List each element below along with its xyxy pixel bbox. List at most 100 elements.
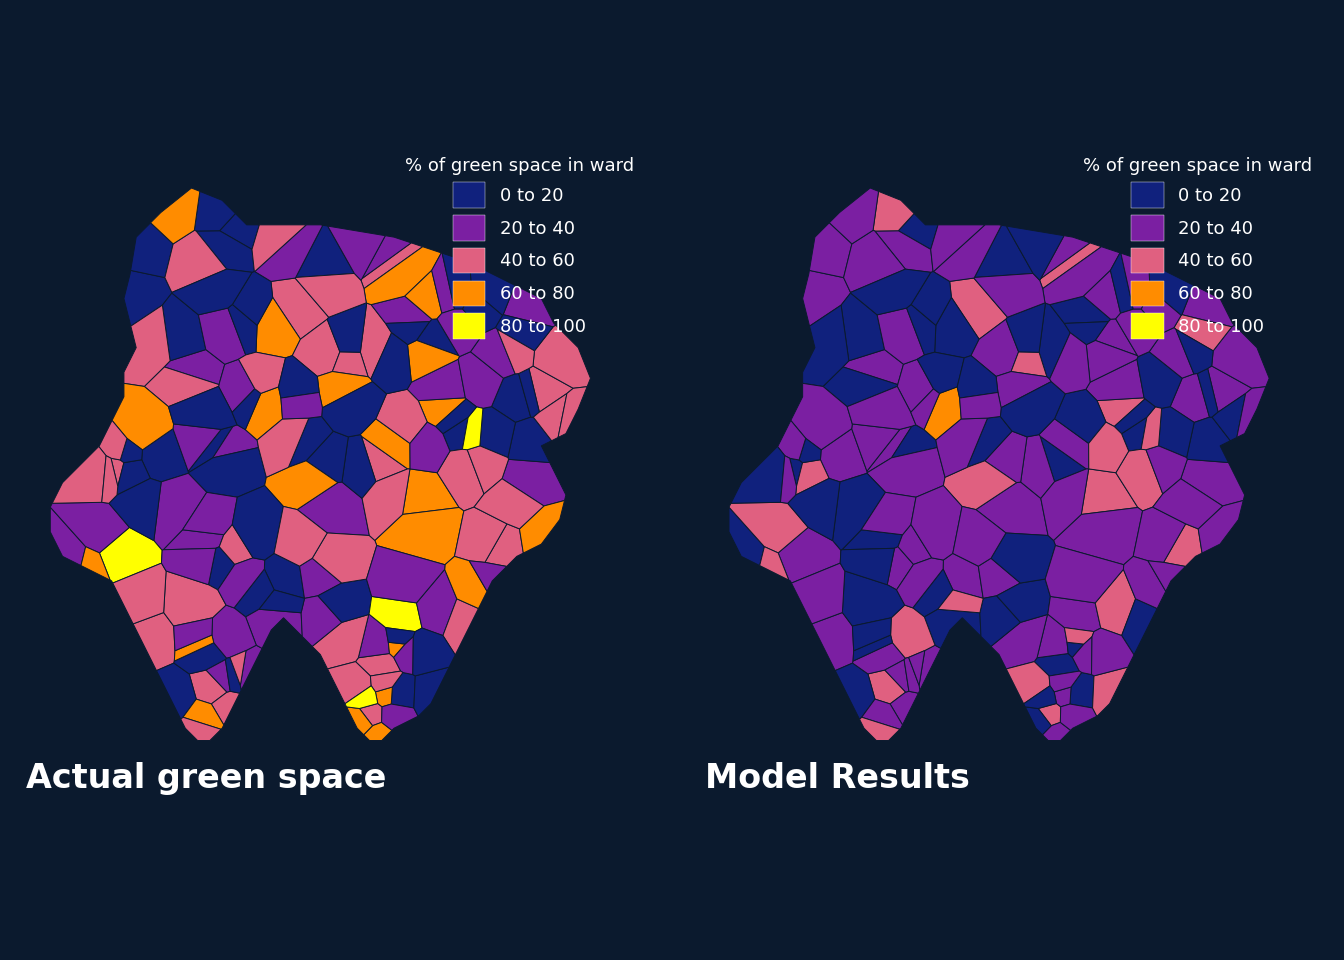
Polygon shape — [847, 387, 915, 429]
Polygon shape — [867, 426, 911, 472]
Polygon shape — [98, 420, 126, 460]
Polygon shape — [503, 459, 566, 506]
Polygon shape — [407, 341, 460, 382]
Polygon shape — [1121, 418, 1146, 451]
Polygon shape — [296, 226, 355, 277]
Polygon shape — [211, 691, 239, 725]
Polygon shape — [862, 699, 903, 730]
Polygon shape — [259, 590, 305, 612]
Polygon shape — [407, 359, 465, 400]
Polygon shape — [234, 569, 274, 617]
Polygon shape — [289, 417, 333, 468]
Polygon shape — [925, 610, 981, 648]
Polygon shape — [1181, 459, 1245, 506]
Polygon shape — [1038, 704, 1060, 726]
Polygon shape — [976, 482, 1048, 536]
Polygon shape — [226, 658, 241, 693]
Polygon shape — [978, 559, 1020, 598]
Polygon shape — [1124, 557, 1165, 609]
Polygon shape — [183, 699, 224, 730]
Polygon shape — [371, 296, 431, 324]
Polygon shape — [175, 635, 214, 661]
Polygon shape — [534, 325, 590, 388]
Polygon shape — [841, 530, 903, 550]
Polygon shape — [802, 305, 849, 387]
Polygon shape — [371, 671, 403, 692]
Polygon shape — [496, 315, 554, 350]
Polygon shape — [1040, 236, 1090, 278]
Polygon shape — [371, 333, 411, 394]
Polygon shape — [124, 271, 172, 326]
Polygon shape — [195, 191, 235, 231]
Polygon shape — [301, 596, 341, 646]
Polygon shape — [790, 383, 852, 450]
Polygon shape — [943, 461, 1016, 510]
Polygon shape — [469, 561, 507, 591]
Polygon shape — [255, 225, 323, 281]
Polygon shape — [332, 351, 368, 376]
Polygon shape — [1086, 341, 1138, 382]
Polygon shape — [1046, 545, 1124, 603]
Polygon shape — [391, 673, 415, 708]
Polygon shape — [317, 372, 372, 408]
Polygon shape — [534, 394, 567, 441]
Polygon shape — [327, 302, 367, 352]
Polygon shape — [996, 372, 1051, 408]
Polygon shape — [1082, 468, 1138, 515]
Polygon shape — [375, 508, 464, 564]
Polygon shape — [442, 253, 472, 309]
Polygon shape — [130, 223, 173, 277]
Polygon shape — [1212, 325, 1269, 388]
Polygon shape — [359, 614, 390, 658]
Polygon shape — [168, 387, 237, 429]
Polygon shape — [274, 507, 327, 566]
Polygon shape — [840, 548, 895, 585]
Polygon shape — [884, 660, 909, 692]
Polygon shape — [359, 704, 382, 726]
Polygon shape — [1040, 468, 1089, 540]
Polygon shape — [853, 635, 892, 661]
Polygon shape — [370, 596, 422, 632]
Polygon shape — [898, 213, 938, 250]
Polygon shape — [800, 439, 821, 463]
Polygon shape — [50, 507, 86, 565]
Polygon shape — [414, 667, 449, 716]
Polygon shape — [1149, 327, 1193, 378]
Polygon shape — [1020, 435, 1055, 498]
Polygon shape — [874, 191, 914, 231]
Polygon shape — [843, 571, 905, 626]
Polygon shape — [862, 492, 917, 535]
Polygon shape — [1236, 387, 1266, 438]
Polygon shape — [386, 628, 415, 644]
Polygon shape — [454, 507, 507, 563]
Polygon shape — [367, 545, 445, 603]
Polygon shape — [1093, 667, 1128, 716]
Polygon shape — [891, 605, 935, 659]
Polygon shape — [1039, 303, 1070, 379]
Polygon shape — [218, 558, 265, 608]
Polygon shape — [530, 366, 574, 412]
Polygon shape — [905, 658, 919, 693]
Polygon shape — [251, 225, 306, 272]
Polygon shape — [444, 599, 478, 655]
Polygon shape — [173, 424, 222, 471]
Polygon shape — [124, 305, 171, 387]
Polygon shape — [206, 660, 230, 692]
Polygon shape — [1050, 333, 1090, 394]
Polygon shape — [1050, 296, 1110, 324]
Polygon shape — [246, 387, 282, 440]
Polygon shape — [1146, 445, 1187, 493]
Polygon shape — [1171, 373, 1210, 422]
Polygon shape — [1176, 329, 1214, 373]
Polygon shape — [943, 553, 984, 598]
Polygon shape — [188, 447, 266, 497]
Polygon shape — [462, 289, 503, 333]
Polygon shape — [151, 188, 200, 244]
Polygon shape — [1064, 322, 1109, 345]
Polygon shape — [860, 717, 899, 740]
Polygon shape — [297, 482, 370, 536]
Polygon shape — [364, 722, 392, 740]
Polygon shape — [851, 269, 931, 315]
Polygon shape — [117, 460, 151, 495]
Polygon shape — [356, 654, 401, 676]
